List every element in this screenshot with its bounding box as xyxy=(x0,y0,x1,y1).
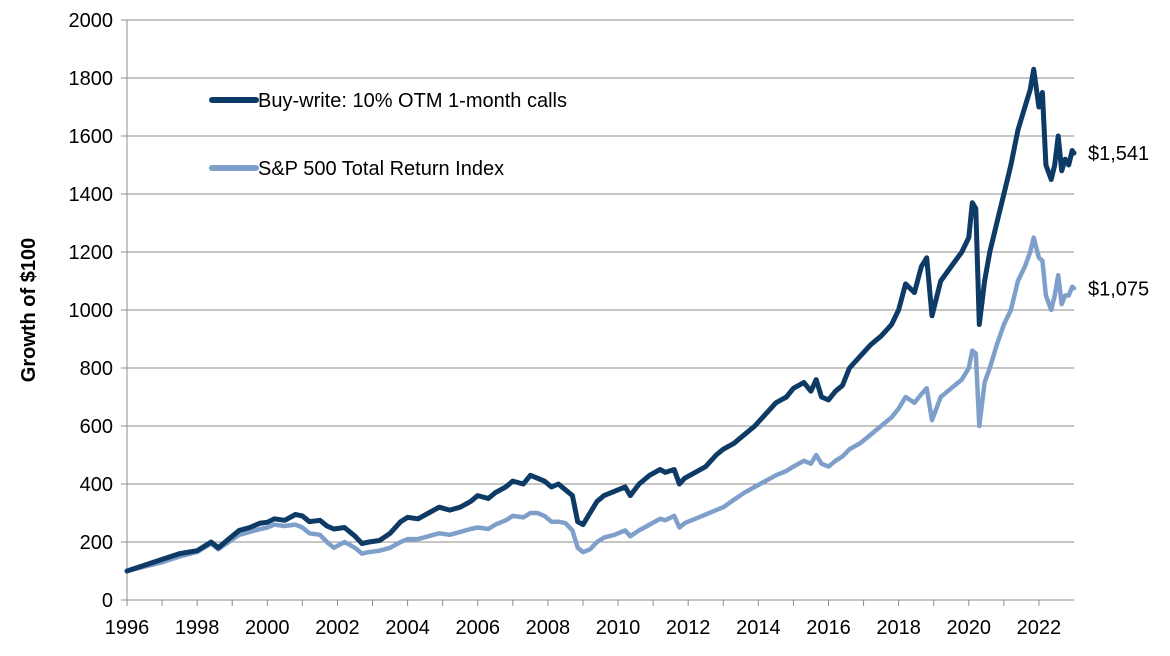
y-tick-label: 1800 xyxy=(69,68,114,90)
x-tick-label: 2008 xyxy=(526,617,571,639)
y-tick-label: 800 xyxy=(80,358,113,380)
y-tick-label: 0 xyxy=(102,590,113,612)
x-tick-label: 2022 xyxy=(1017,617,1062,639)
legend-label: Buy-write: 10% OTM 1-month calls xyxy=(258,90,567,112)
y-tick-label: 2000 xyxy=(69,10,114,32)
x-tick-label: 2016 xyxy=(806,617,851,639)
x-tick-label: 2000 xyxy=(245,617,290,639)
x-tick-label: 2018 xyxy=(876,617,921,639)
x-tick-label: 2012 xyxy=(666,617,711,639)
y-tick-label: 400 xyxy=(80,474,113,496)
y-tick-label: 1600 xyxy=(69,126,114,148)
y-tick-label: 200 xyxy=(80,532,113,554)
x-tick-label: 2020 xyxy=(947,617,992,639)
y-tick-label: 1400 xyxy=(69,184,114,206)
x-tick-label: 2010 xyxy=(596,617,641,639)
legend-label: S&P 500 Total Return Index xyxy=(258,158,504,180)
series-line-sp500 xyxy=(124,235,1077,574)
x-tick-label: 1998 xyxy=(175,617,220,639)
end-value-label: $1,541 xyxy=(1088,143,1149,165)
x-tick-label: 2004 xyxy=(385,617,430,639)
x-tick-label: 2014 xyxy=(736,617,781,639)
y-tick-label: 1200 xyxy=(69,242,114,264)
x-tick-label: 2002 xyxy=(315,617,360,639)
series-line-buy-write xyxy=(124,66,1077,574)
y-axis-title: Growth of $100 xyxy=(18,238,40,382)
y-tick-label: 1000 xyxy=(69,300,114,322)
y-tick-label: 600 xyxy=(80,416,113,438)
end-value-label: $1,075 xyxy=(1088,278,1149,300)
x-tick-label: 2006 xyxy=(455,617,500,639)
x-tick-label: 1996 xyxy=(105,617,150,639)
